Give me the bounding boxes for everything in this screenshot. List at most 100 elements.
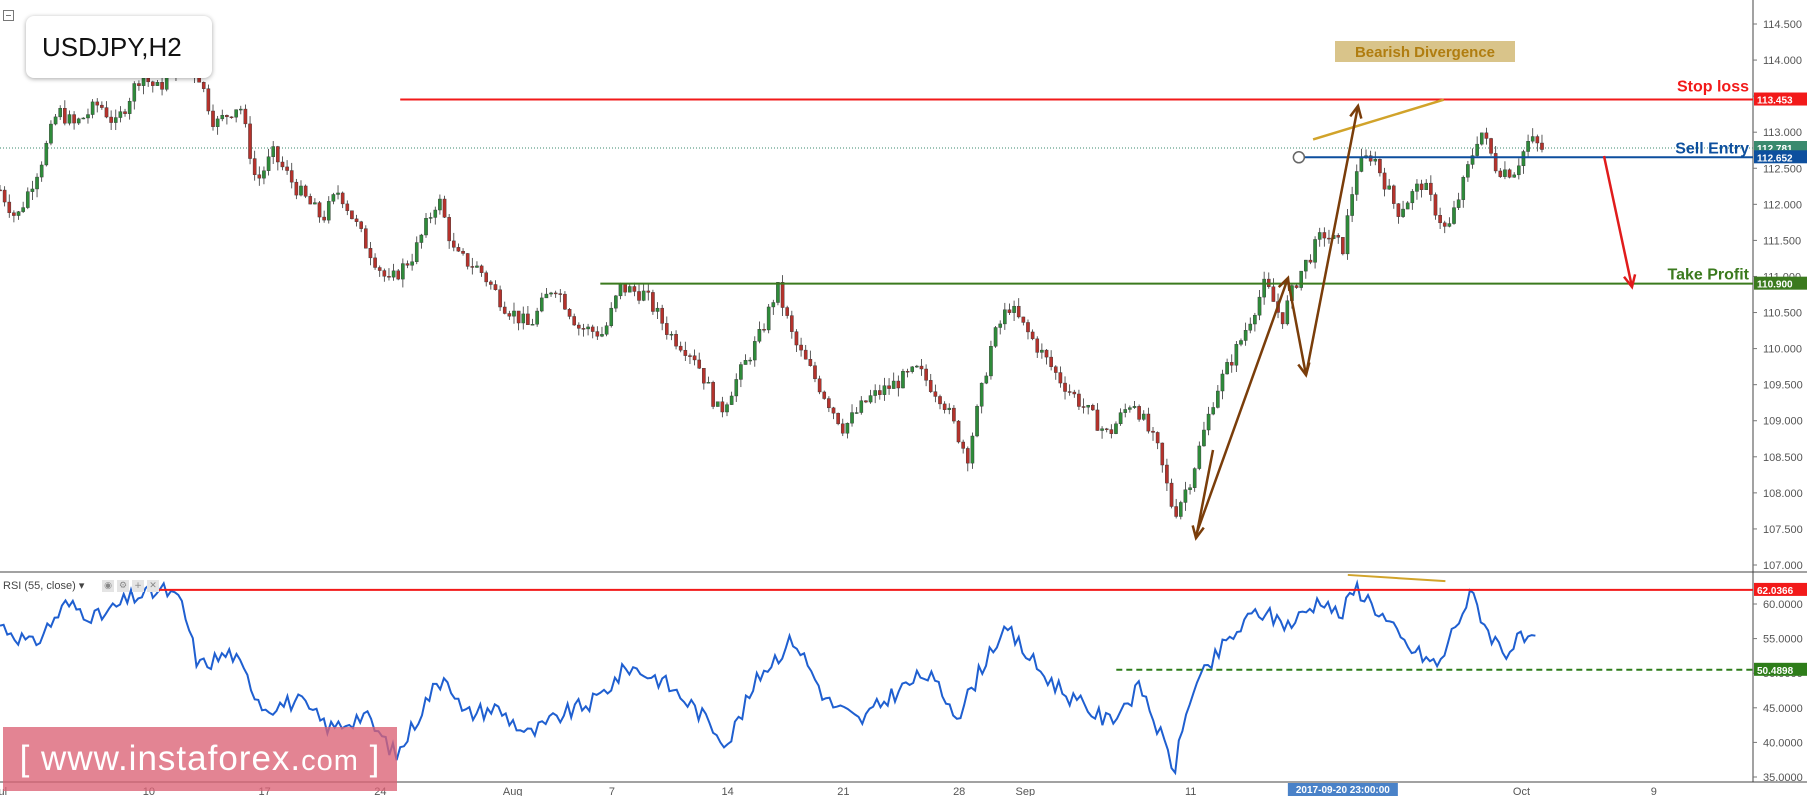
candle-body — [669, 333, 674, 336]
candle-body — [563, 293, 567, 310]
rsi-support-value: 50.4898 — [1757, 666, 1794, 677]
rsi-tick-label: 45.0000 — [1763, 703, 1803, 715]
candle-body — [1100, 428, 1104, 431]
candle-body — [748, 359, 752, 362]
price-tick-label: 114.000 — [1763, 55, 1802, 67]
candle-body — [1517, 165, 1521, 176]
candle-body — [1155, 432, 1160, 444]
time-tick-label: 28 — [953, 786, 965, 796]
candle-body — [401, 263, 405, 280]
candle-body — [1197, 445, 1202, 469]
candle-body — [266, 156, 271, 171]
candle-body — [1368, 155, 1373, 162]
time-tick-label: 17 — [258, 786, 270, 796]
candle-body — [470, 266, 475, 268]
candle-body — [762, 329, 766, 331]
candle-body — [7, 201, 12, 213]
price-tick-label: 110.500 — [1763, 308, 1802, 320]
candle-body — [586, 326, 590, 330]
indicator-controls: ◉ ⚙ + ✕ — [102, 580, 159, 592]
candle-body — [465, 253, 470, 267]
candle-body — [915, 365, 919, 368]
candle-body — [887, 385, 891, 389]
take-profit-label: Take Profit — [1668, 267, 1750, 284]
candle-body — [1128, 407, 1132, 410]
candle-body — [451, 240, 456, 248]
candle-body — [1540, 142, 1544, 150]
collapse-icon[interactable] — [3, 10, 14, 21]
candle-body — [113, 117, 118, 123]
candle-body — [294, 181, 299, 196]
candle-body — [873, 390, 877, 396]
candle-body — [1470, 155, 1475, 165]
candle-body — [739, 364, 743, 380]
candle-body — [1447, 223, 1452, 227]
candle-body — [1151, 430, 1155, 433]
candle-body — [776, 282, 780, 303]
candle-body — [137, 83, 141, 86]
candle-body — [234, 109, 238, 118]
close-icon[interactable]: ✕ — [147, 580, 159, 592]
candle-body — [1442, 222, 1447, 227]
candle-body — [539, 297, 544, 312]
candle-body — [1229, 362, 1234, 366]
time-tick-label: Oct — [1513, 786, 1530, 796]
candle-body — [521, 313, 526, 324]
candle-body — [141, 77, 146, 86]
candle-body — [840, 423, 845, 434]
candle-body — [424, 218, 428, 236]
candle-body — [692, 355, 697, 361]
candle-body — [1359, 156, 1364, 172]
rsi-tick-label: 35.0000 — [1763, 772, 1803, 784]
candle-body — [632, 286, 637, 292]
candle-body — [984, 375, 989, 384]
candle-body — [1294, 285, 1299, 288]
candle-body — [674, 333, 678, 347]
chevron-down-icon[interactable]: ▾ — [78, 580, 85, 592]
time-tick-label: 7 — [609, 786, 615, 796]
price-tick-label: 112.000 — [1763, 199, 1802, 211]
candle-body — [567, 309, 572, 317]
price-tick-label: 110.000 — [1763, 344, 1802, 356]
candle-body — [1183, 489, 1188, 503]
candle-body — [489, 281, 493, 285]
candle-body — [39, 164, 44, 178]
candle-body — [63, 108, 67, 124]
candle-body — [1095, 409, 1100, 431]
candle-body — [109, 116, 113, 123]
candle-body — [30, 188, 35, 192]
candle-body — [95, 101, 100, 106]
candle-body — [271, 146, 276, 157]
candle-body — [276, 146, 280, 163]
candle-body — [1354, 171, 1359, 195]
rsi-divergence-line — [1347, 573, 1446, 583]
candle-body — [428, 217, 433, 219]
settings-icon[interactable]: ⚙ — [117, 580, 129, 592]
rsi-resistance-badge — [1754, 582, 1807, 596]
candle-body — [419, 234, 424, 243]
candle-body — [1253, 314, 1257, 325]
add-icon[interactable]: + — [132, 580, 144, 592]
candle-body — [702, 368, 706, 384]
candle-body — [1475, 143, 1479, 156]
candle-body — [1058, 372, 1063, 384]
candle-body — [442, 198, 447, 218]
eye-icon[interactable]: ◉ — [102, 580, 114, 592]
candle-body — [1049, 356, 1053, 367]
candle-body — [1341, 237, 1345, 255]
candle-body — [836, 412, 840, 425]
candle-body — [1109, 429, 1114, 434]
candle-body — [58, 108, 62, 118]
candle-body — [493, 284, 498, 290]
candle-body — [396, 270, 401, 280]
candle-body — [790, 315, 794, 332]
sell-entry-anchor — [1292, 151, 1306, 164]
candle-body — [1503, 169, 1507, 177]
candle-body — [859, 400, 864, 413]
candle-body — [734, 379, 739, 397]
price-divergence-line — [1312, 98, 1445, 141]
candle-body — [1192, 468, 1197, 488]
candle-body — [1410, 191, 1415, 204]
candle-body — [151, 81, 155, 86]
